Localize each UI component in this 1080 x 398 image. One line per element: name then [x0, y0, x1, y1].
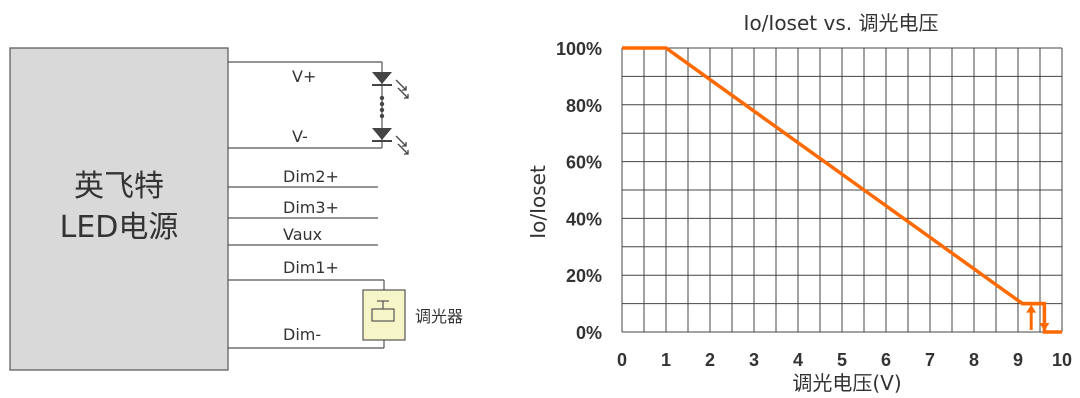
potentiometer-icon — [371, 300, 395, 322]
led-icon — [372, 72, 409, 99]
x-tick-label: 10 — [1052, 350, 1072, 370]
x-tick-label: 6 — [881, 350, 891, 370]
y-tick-label: 40% — [566, 209, 602, 229]
y-tick-label: 80% — [566, 96, 602, 116]
y-tick-label: 100% — [556, 39, 602, 59]
y-tick-label: 0% — [576, 323, 602, 343]
y-tick-label: 60% — [566, 153, 602, 173]
led-chain-icon — [379, 95, 385, 119]
terminal-v-plus: V+ — [292, 67, 316, 86]
terminal-vaux: Vaux — [283, 225, 322, 244]
x-tick-label: 7 — [925, 350, 935, 370]
driver-box — [9, 47, 229, 371]
x-tick-label: 8 — [969, 350, 979, 370]
terminal-v-minus: V- — [292, 127, 308, 146]
y-tick-label: 20% — [566, 266, 602, 286]
dimming-curve-chart: Io/Ioset vs. 调光电压 0 1 2 3 4 5 6 7 8 9 10 0% 20% 40% 6… — [526, 11, 1072, 395]
driver-name-line1: 英飞特 — [74, 169, 164, 204]
chart-title: Io/Ioset vs. 调光电压 — [744, 11, 939, 35]
y-axis-label: Io/Ioset — [526, 165, 550, 239]
x-tick-label: 9 — [1013, 350, 1023, 370]
arrow-up-icon — [1026, 304, 1037, 313]
x-axis-label: 调光电压(V) — [792, 371, 901, 395]
x-tick-label: 5 — [837, 350, 847, 370]
x-tick-label: 4 — [793, 350, 803, 370]
terminal-dim2-plus: Dim2+ — [283, 167, 339, 186]
dimmer-label: 调光器 — [415, 307, 463, 326]
chart-series — [622, 46, 1062, 334]
chart-grid — [621, 47, 1063, 333]
x-axis-ticks: 0 1 2 3 4 5 6 7 8 9 10 — [617, 350, 1072, 370]
led-icon — [372, 128, 409, 155]
x-tick-label: 1 — [661, 350, 671, 370]
y-axis-ticks: 0% 20% 40% 60% 80% 100% — [556, 39, 602, 343]
x-tick-label: 0 — [617, 350, 627, 370]
x-tick-label: 3 — [749, 350, 759, 370]
terminal-dim3-plus: Dim3+ — [283, 198, 339, 217]
arrow-down-icon — [1039, 323, 1050, 331]
terminal-dim-minus: Dim- — [283, 325, 321, 344]
dimmer-box — [362, 289, 406, 341]
terminal-dim1-plus: Dim1+ — [283, 258, 339, 277]
x-tick-label: 2 — [705, 350, 715, 370]
wiring-diagram: 英飞特 LED电源 V+ V- Dim2+ D — [9, 47, 463, 371]
driver-name-line2: LED电源 — [60, 210, 179, 245]
